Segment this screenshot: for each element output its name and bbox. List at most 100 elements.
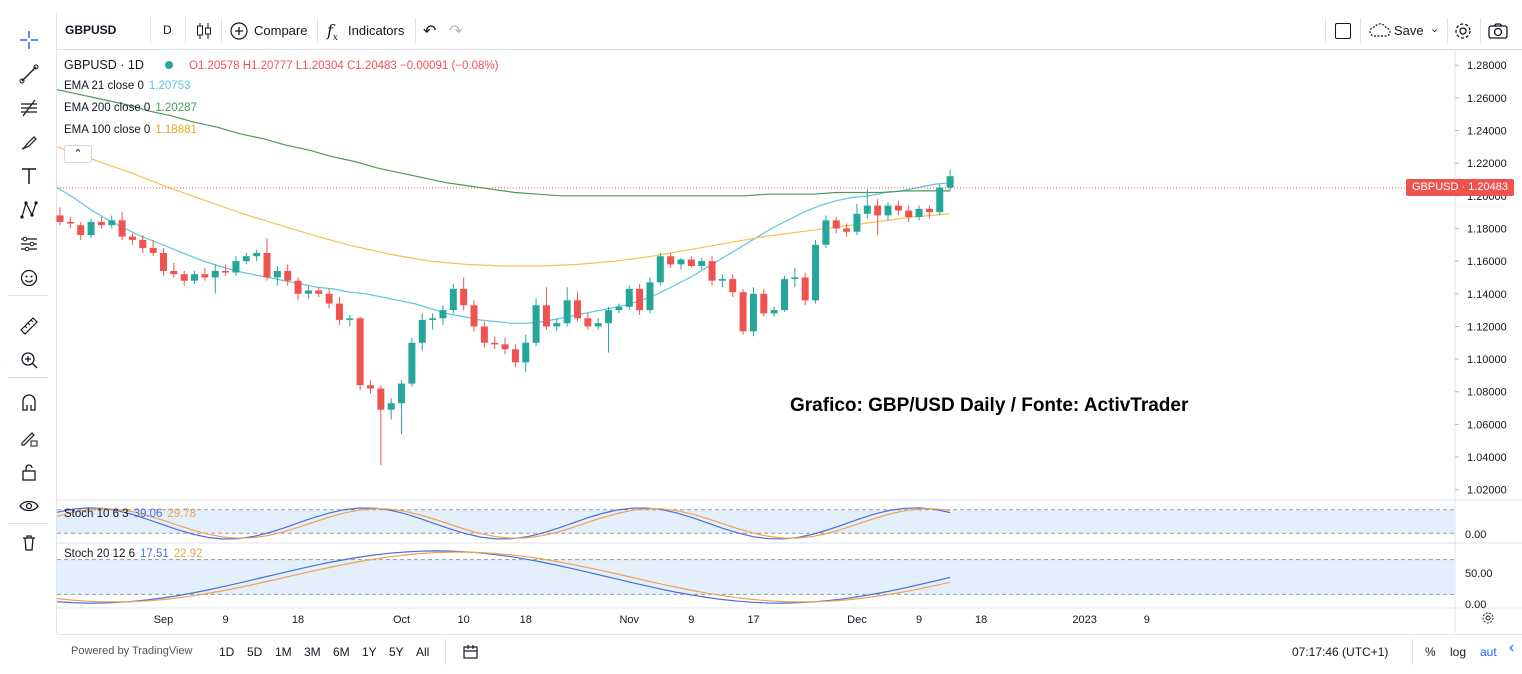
candle-body xyxy=(211,270,219,278)
indicators-button[interactable]: Indicators xyxy=(348,23,405,38)
legend-ema21: EMA 21 close 0 1.20753 xyxy=(64,80,190,92)
collapse-legend-button[interactable]: ⌃ xyxy=(64,145,92,163)
candle-body xyxy=(522,342,530,363)
time-tick-label: 9 xyxy=(1144,614,1150,626)
candle-body xyxy=(770,310,778,314)
candle-style-icon[interactable] xyxy=(195,21,213,44)
symbol-search[interactable]: GBPUSD xyxy=(65,23,117,37)
candle-body xyxy=(108,220,116,226)
candle-body xyxy=(201,274,209,278)
legend-stoch1: Stoch 10 6 3 39.06 29.78 xyxy=(64,508,196,520)
candle-body xyxy=(253,252,261,257)
legend-ohlc: O1.20578 H1.20777 L1.20304 C1.20483 −0.0… xyxy=(189,60,499,72)
candle-body xyxy=(739,292,747,332)
zoom-in-icon[interactable] xyxy=(16,347,42,373)
compare-button[interactable]: Compare xyxy=(254,23,308,38)
pattern-tool-icon[interactable] xyxy=(16,197,42,223)
candle-body xyxy=(832,220,840,229)
lock-drawing-icon[interactable] xyxy=(16,425,42,451)
time-tick-label: 18 xyxy=(520,614,532,626)
time-tick-label: Nov xyxy=(619,614,639,626)
stoch1-d: 29.78 xyxy=(167,508,197,520)
undo-icon[interactable]: ↶ xyxy=(423,23,437,40)
prediction-tool-icon[interactable] xyxy=(16,231,42,257)
candle-body xyxy=(273,270,281,278)
range-5y[interactable]: 5Y xyxy=(389,645,404,659)
indicators-icon: fx xyxy=(327,21,338,44)
candle-body xyxy=(863,205,871,214)
candle-body xyxy=(87,221,95,235)
candle-body xyxy=(429,318,437,320)
range-3m[interactable]: 3M xyxy=(304,645,321,659)
range-5d[interactable]: 5D xyxy=(247,645,263,659)
top-toolbar: GBPUSD D Compare fx Indicators ↶ ↷ Save … xyxy=(57,13,1522,50)
trash-icon[interactable] xyxy=(16,529,42,555)
candle-body xyxy=(315,290,323,294)
redo-icon[interactable]: ↷ xyxy=(449,23,463,40)
price-tick-label: 1.12000 xyxy=(1467,321,1507,333)
interval-button[interactable]: D xyxy=(163,23,172,37)
percent-toggle[interactable]: % xyxy=(1425,645,1436,659)
candle-body xyxy=(791,277,799,280)
candle-body xyxy=(667,256,675,265)
axis-settings-gear-icon[interactable] xyxy=(1481,611,1495,630)
magnet-icon[interactable] xyxy=(16,391,42,417)
time-tick-label: 9 xyxy=(688,614,694,626)
price-tick-label: 1.08000 xyxy=(1467,387,1507,399)
powered-by-link[interactable]: Powered by TradingView xyxy=(71,645,193,657)
range-all[interactable]: All xyxy=(416,645,430,659)
time-tick-label: 18 xyxy=(975,614,987,626)
candle-body xyxy=(656,256,664,283)
log-toggle[interactable]: log xyxy=(1450,645,1467,659)
brush-icon[interactable] xyxy=(16,129,42,155)
range-1y[interactable]: 1Y xyxy=(362,645,377,659)
legend-title: GBPUSD · 1D xyxy=(64,58,144,72)
candle-body xyxy=(532,305,540,343)
candle-body xyxy=(563,300,571,324)
candles xyxy=(56,169,954,466)
candle-body xyxy=(232,261,240,273)
stoch-tick-label: 50.00 xyxy=(1465,568,1493,580)
range-1d[interactable]: 1D xyxy=(219,645,235,659)
text-tool-icon[interactable] xyxy=(16,163,42,189)
stoch-tick-label: 0.00 xyxy=(1465,529,1486,541)
candle-body xyxy=(325,293,333,304)
camera-icon[interactable] xyxy=(1487,21,1509,44)
stochastic-panes: 0.00 50.00 0.00 xyxy=(56,507,1493,611)
range-1m[interactable]: 1M xyxy=(275,645,292,659)
candle-body xyxy=(718,279,726,281)
stoch1-k-line xyxy=(56,507,951,540)
ema200-label: EMA 200 close 0 xyxy=(64,102,151,114)
goto-date-icon[interactable] xyxy=(462,643,480,664)
fullscreen-icon[interactable] xyxy=(1335,23,1351,39)
candle-body xyxy=(884,205,892,216)
candle-body xyxy=(367,385,374,389)
unlock-icon[interactable] xyxy=(16,459,42,485)
gear-icon[interactable] xyxy=(1453,21,1473,44)
auto-toggle[interactable]: aut xyxy=(1480,645,1497,659)
range-6m[interactable]: 6M xyxy=(333,645,350,659)
emoji-icon[interactable] xyxy=(16,265,42,291)
stoch1-d-line xyxy=(56,507,951,539)
price-tick-label: 1.04000 xyxy=(1467,452,1507,464)
candle-body xyxy=(242,256,250,262)
collapse-right-icon[interactable]: ‹ xyxy=(1509,639,1515,656)
ema21-label: EMA 21 close 0 xyxy=(64,80,144,92)
eye-icon[interactable] xyxy=(16,493,42,519)
expand-toolbar-icon[interactable]: › xyxy=(0,353,1,369)
stoch2-label: Stoch 20 12 6 xyxy=(64,548,135,560)
price-axis-ticks: 1.280001.260001.240001.220001.200001.180… xyxy=(1455,60,1507,497)
save-button[interactable]: Save xyxy=(1394,23,1424,38)
ruler-icon[interactable] xyxy=(16,313,42,339)
chevron-down-icon[interactable]: ⌄ xyxy=(1430,23,1440,35)
fib-tool-icon[interactable] xyxy=(16,95,42,121)
time-axis-ticks: Sep 9 18 Oct 10 18 Nov 9 17 Dec 9 18 2023 9 xyxy=(154,614,1150,626)
candle-body xyxy=(894,205,902,211)
clock-timezone[interactable]: 07:17:46 (UTC+1) xyxy=(1292,645,1389,659)
trend-line-icon[interactable] xyxy=(16,61,42,87)
price-tick-label: 1.02000 xyxy=(1467,485,1507,497)
legend-ema200: EMA 200 close 0 1.20287 xyxy=(64,102,197,114)
crosshair-icon[interactable] xyxy=(16,27,42,53)
candle-body xyxy=(77,225,85,235)
